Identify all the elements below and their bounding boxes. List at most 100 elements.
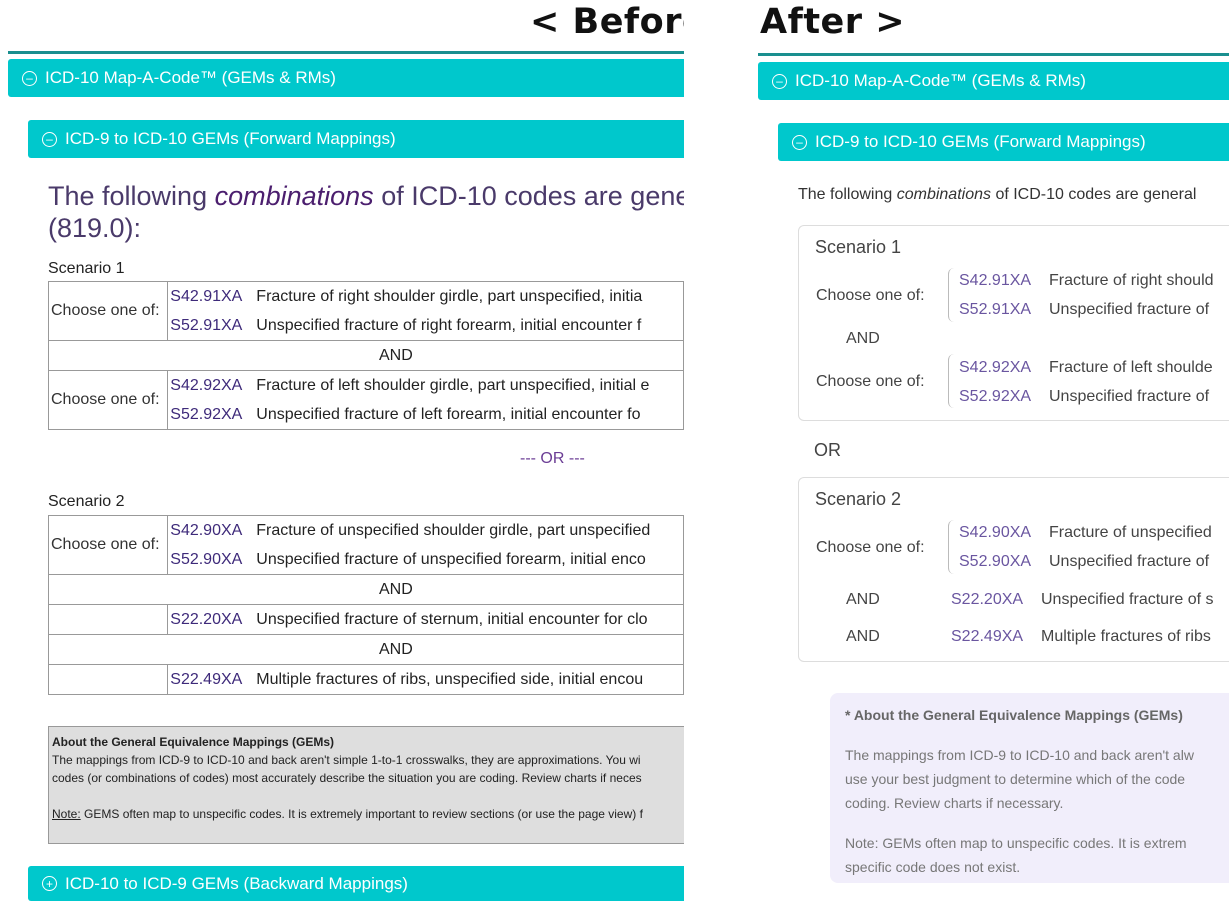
top-divider bbox=[8, 51, 684, 54]
backward-mappings-header[interactable]: + ICD-10 to ICD-9 GEMs (Backward Mapping… bbox=[28, 866, 684, 901]
code-row[interactable]: S22.20XA Unspecified fracture of s bbox=[951, 591, 1214, 609]
code-row[interactable]: S22.20XA Unspecified fracture of sternum,… bbox=[170, 605, 683, 634]
and-label: AND bbox=[48, 340, 684, 371]
code[interactable]: S42.90XA bbox=[170, 521, 243, 539]
code[interactable]: S42.91XA bbox=[170, 287, 243, 305]
code-desc: Unspecified fracture of bbox=[1049, 301, 1210, 318]
code-row[interactable]: S22.49XA Multiple fractures of ribs, unsp… bbox=[170, 665, 683, 694]
code[interactable]: S52.92XA bbox=[170, 405, 243, 423]
scenario-2-card: Scenario 2 Choose one of: S42.90XA Fractu… bbox=[798, 477, 1229, 662]
code-row[interactable]: S52.90XA Unspecified fracture of unspecif… bbox=[170, 545, 683, 574]
and-label: AND bbox=[48, 634, 684, 665]
note-line: use your best judgment to determine whic… bbox=[845, 771, 1186, 787]
before-pane: < Before – ICD-10 Map-A-Code™ (GEMs & RM… bbox=[8, 2, 684, 901]
note-line: codes (or combinations of codes) most ac… bbox=[52, 771, 642, 785]
note-line: coding. Review charts if necessary. bbox=[845, 795, 1064, 811]
choose-label: Choose one of: bbox=[816, 539, 925, 556]
choose-label: Choose one of: bbox=[47, 370, 169, 430]
code[interactable]: S52.90XA bbox=[170, 550, 243, 568]
intro-emphasis: combinations bbox=[896, 186, 991, 203]
scenario-1-label: Scenario 1 bbox=[48, 260, 125, 277]
code-list: S42.91XA Fracture of right shoulder girdl… bbox=[167, 281, 684, 341]
table-row: AND bbox=[48, 574, 684, 605]
forward-mappings-header[interactable]: – ICD-9 to ICD-10 GEMs (Forward Mappings… bbox=[778, 123, 1229, 161]
code-desc: Multiple fractures of ribs bbox=[1041, 628, 1211, 645]
code[interactable]: S22.20XA bbox=[951, 591, 1024, 608]
gems-note-box: About the General Equivalence Mappings (… bbox=[48, 726, 684, 844]
code-list: S22.49XA Multiple fractures of ribs, unsp… bbox=[167, 664, 684, 695]
code-row[interactable]: S42.92XA Fracture of left shoulde bbox=[959, 359, 1213, 377]
top-divider bbox=[758, 53, 1229, 56]
code-desc: Unspecified fracture of s bbox=[1041, 591, 1214, 608]
note-text: GEMS often map to unspecific codes. It i… bbox=[80, 807, 643, 821]
code-row[interactable]: S42.90XA Fracture of unspecified shoulder… bbox=[170, 516, 683, 545]
code-row[interactable]: S22.49XA Multiple fractures of ribs bbox=[951, 628, 1211, 646]
code-row[interactable]: S42.91XA Fracture of right shoulder girdl… bbox=[170, 282, 683, 311]
note-title: * About the General Equivalence Mappings… bbox=[845, 707, 1183, 723]
empty-cell bbox=[47, 664, 169, 695]
code-row[interactable]: S42.92XA Fracture of left shoulder girdle… bbox=[170, 371, 683, 400]
code[interactable]: S42.92XA bbox=[170, 376, 243, 394]
panel-title: ICD-10 Map-A-Code™ (GEMs & RMs) bbox=[795, 71, 1086, 90]
after-pane: After > – ICD-10 Map-A-Code™ (GEMs & RMs… bbox=[758, 0, 1229, 901]
scenario-1-table: Choose one of: S42.91XA Fracture of right… bbox=[47, 281, 684, 430]
bracket bbox=[948, 354, 955, 408]
code-desc: Unspecified fracture of sternum, initial… bbox=[256, 610, 648, 628]
note-line: The mappings from ICD-9 to ICD-10 and ba… bbox=[845, 747, 1194, 763]
code-row[interactable]: S52.90XA Unspecified fracture of bbox=[959, 553, 1209, 571]
code-row[interactable]: S52.91XA Unspecified fracture of right fo… bbox=[170, 311, 683, 340]
and-label: AND bbox=[48, 574, 684, 605]
code-desc: Unspecified fracture of left forearm, in… bbox=[256, 405, 641, 423]
table-row: Choose one of: S42.90XA Fracture of unspe… bbox=[47, 515, 684, 575]
code-list: S22.20XA Unspecified fracture of sternum,… bbox=[167, 604, 684, 635]
code[interactable]: S22.49XA bbox=[170, 670, 243, 688]
code[interactable]: S42.91XA bbox=[959, 272, 1032, 289]
choose-label: Choose one of: bbox=[816, 287, 925, 304]
code[interactable]: S52.91XA bbox=[170, 316, 243, 334]
minus-circle-icon: – bbox=[792, 134, 807, 150]
code[interactable]: S22.20XA bbox=[170, 610, 243, 628]
code-row[interactable]: S42.91XA Fracture of right should bbox=[959, 272, 1214, 290]
empty-cell bbox=[47, 604, 169, 635]
code-desc: Unspecified fracture of bbox=[1049, 388, 1210, 405]
scenario-title: Scenario 2 bbox=[815, 489, 902, 509]
code-desc: Multiple fractures of ribs, unspecified … bbox=[256, 670, 644, 688]
note-title: About the General Equivalence Mappings (… bbox=[52, 735, 335, 749]
and-label: AND bbox=[846, 330, 880, 347]
code-desc: Unspecified fracture of right forearm, i… bbox=[256, 316, 642, 334]
choose-label: Choose one of: bbox=[816, 373, 925, 390]
code-row[interactable]: S52.91XA Unspecified fracture of bbox=[959, 301, 1209, 319]
minus-circle-icon: – bbox=[772, 73, 787, 89]
table-row: S22.49XA Multiple fractures of ribs, unsp… bbox=[47, 664, 684, 695]
gems-note-box: * About the General Equivalence Mappings… bbox=[830, 693, 1229, 883]
map-a-code-panel-header[interactable]: – ICD-10 Map-A-Code™ (GEMs & RMs) bbox=[8, 59, 684, 97]
code-desc: Fracture of right shoulder girdle, part … bbox=[256, 287, 643, 305]
code[interactable]: S22.49XA bbox=[951, 628, 1024, 645]
or-separator: OR bbox=[814, 440, 841, 460]
map-a-code-panel-header[interactable]: – ICD-10 Map-A-Code™ (GEMs & RMs) bbox=[758, 62, 1229, 100]
code-list: S42.90XA Fracture of unspecified shoulder… bbox=[167, 515, 684, 575]
code-list: S42.92XA Fracture of left shoulder girdle… bbox=[167, 370, 684, 430]
code-row[interactable]: S52.92XA Unspecified fracture of bbox=[959, 388, 1209, 406]
code[interactable]: S42.92XA bbox=[959, 359, 1032, 376]
intro-text: The following combinations of ICD-10 cod… bbox=[798, 186, 1196, 204]
forward-mappings-header[interactable]: – ICD-9 to ICD-10 GEMs (Forward Mappings… bbox=[28, 120, 684, 158]
code[interactable]: S52.91XA bbox=[959, 301, 1032, 318]
code-desc: Fracture of right should bbox=[1049, 272, 1214, 289]
code[interactable]: S42.90XA bbox=[959, 524, 1032, 541]
choose-label: Choose one of: bbox=[47, 281, 169, 341]
table-row: AND bbox=[48, 634, 684, 665]
bracket bbox=[948, 520, 955, 574]
section-title: ICD-10 to ICD-9 GEMs (Backward Mappings) bbox=[65, 873, 408, 893]
code[interactable]: S52.90XA bbox=[959, 553, 1032, 570]
before-heading: < Before bbox=[530, 2, 684, 42]
code-desc: Fracture of unspecified shoulder girdle,… bbox=[256, 521, 651, 539]
bracket bbox=[948, 268, 955, 322]
note-label: Note: bbox=[52, 807, 81, 821]
code[interactable]: S52.92XA bbox=[959, 388, 1032, 405]
note-line: Note: GEMS often map to unspecific codes… bbox=[52, 805, 684, 823]
minus-circle-icon: – bbox=[42, 131, 57, 147]
code-row[interactable]: S52.92XA Unspecified fracture of left for… bbox=[170, 400, 683, 429]
panel-title: ICD-10 Map-A-Code™ (GEMs & RMs) bbox=[45, 68, 336, 87]
code-row[interactable]: S42.90XA Fracture of unspecified bbox=[959, 524, 1212, 542]
